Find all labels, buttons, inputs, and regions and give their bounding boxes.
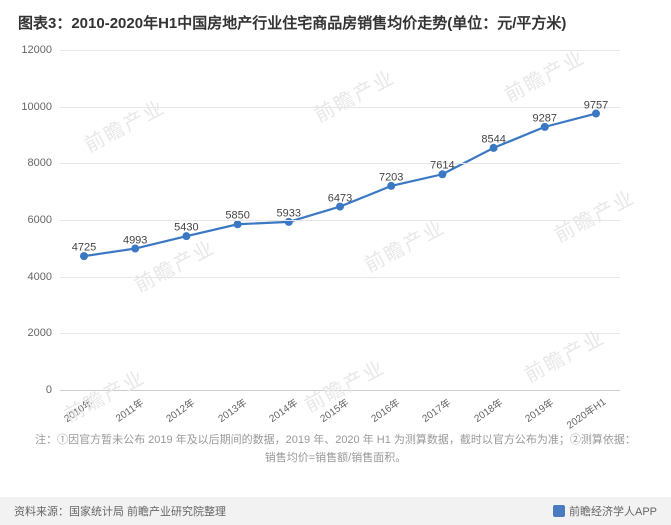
data-point-label: 7614 (430, 160, 454, 172)
data-point-label: 5850 (225, 210, 249, 222)
gridline (60, 107, 620, 108)
chart-title: 图表3：2010-2020年H1中国房地产行业住宅商品房销售均价走势(单位：元/… (0, 0, 671, 33)
x-axis-tick-label: 2015年 (316, 394, 351, 425)
gridline (60, 277, 620, 278)
chart-footnote: 注：①因官方暂未公布 2019 年及以后期间的数据，2019 年、2020 年 … (32, 432, 639, 467)
x-axis-tick-label: 2014年 (265, 394, 300, 425)
x-axis-tick-label: 2010年 (60, 394, 95, 425)
data-point-label: 8544 (481, 134, 505, 146)
data-point-label: 7203 (379, 172, 403, 184)
y-axis-tick-label: 4000 (12, 271, 52, 283)
y-axis-tick-label: 12000 (12, 44, 52, 56)
x-axis-tick-label: 2016年 (367, 394, 402, 425)
chart-plot-area: 02000400060008000100001200047252010年4993… (60, 50, 620, 390)
x-axis-tick-label: 2013年 (214, 394, 249, 425)
data-point-label: 5933 (277, 207, 301, 219)
footer-brand: 前瞻经济学人APP (553, 503, 657, 519)
y-axis-tick-label: 0 (12, 384, 52, 396)
y-axis-tick-label: 6000 (12, 214, 52, 226)
x-axis-tick-label: 2018年 (470, 394, 505, 425)
x-axis-tick-label: 2012年 (163, 394, 198, 425)
y-axis-tick-label: 10000 (12, 101, 52, 113)
gridline (60, 333, 620, 334)
footer-bar: 资料来源：国家统计局 前瞻产业研究院整理 前瞻经济学人APP (0, 497, 671, 525)
data-point-label: 6473 (328, 192, 352, 204)
x-axis-tick-label: 2011年 (112, 394, 146, 424)
gridline (60, 390, 620, 391)
y-axis-tick-label: 8000 (12, 157, 52, 169)
data-point-label: 4725 (72, 242, 96, 254)
data-point-label: 5430 (174, 222, 198, 234)
gridline (60, 50, 620, 51)
data-point-label: 9287 (533, 112, 557, 124)
x-axis-tick-label: 2017年 (419, 394, 454, 425)
footer-source: 资料来源：国家统计局 前瞻产业研究院整理 (14, 503, 226, 519)
data-point-label: 9757 (584, 99, 608, 111)
x-axis-tick-label: 2019年 (521, 394, 556, 425)
y-axis-tick-label: 2000 (12, 327, 52, 339)
gridline (60, 163, 620, 164)
data-point-label: 4993 (123, 234, 147, 246)
x-axis-tick-label: 2020年H1 (563, 393, 608, 431)
gridline (60, 220, 620, 221)
